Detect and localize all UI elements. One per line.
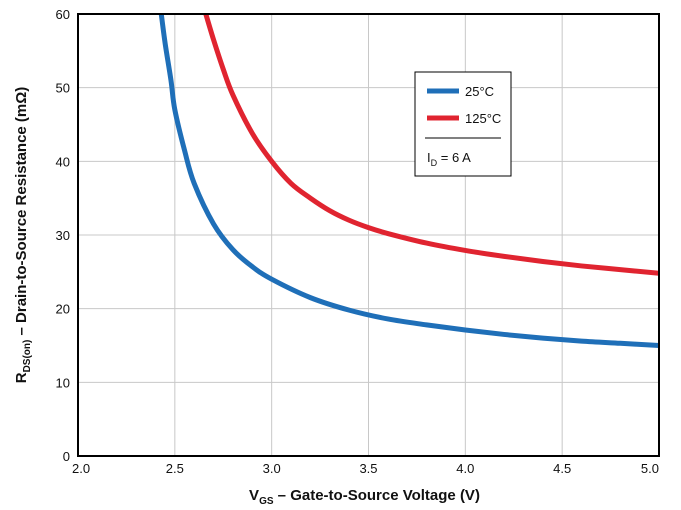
plot-frame [77,13,660,457]
y-tick-label: 0 [63,449,70,464]
x-tick-label: 4.0 [456,461,474,476]
x-tick-label: 3.0 [263,461,281,476]
series-line-125c [203,14,659,276]
x-axis-title: VGS – Gate-to-Source Voltage (V) [249,487,480,507]
y-axis-title: RDS(on) – Drain-to-Source Resistance (mΩ… [13,87,33,384]
y-axis-title-main: R [13,372,30,383]
legend-condition-note: ID = 6 A [427,150,471,168]
y-tick-label: 50 [56,81,70,96]
legend-note-main: I [427,150,431,165]
x-axis-title-sub: GS [259,496,274,507]
legend-note-sub: D [431,158,438,168]
series-line-25c [158,14,659,348]
y-axis-title-sub: DS(on) [22,340,33,373]
x-axis-title-main: V [249,487,259,504]
y-tick-label: 40 [56,154,70,169]
x-tick-label: 2.0 [72,461,90,476]
x-tick-label: 4.5 [553,461,571,476]
series-layer [158,14,659,348]
y-tick-label: 60 [56,7,70,22]
x-tick-label: 5.0 [641,461,659,476]
x-axis-title-rest: – Gate-to-Source Voltage (V) [274,487,480,504]
legend-label-125c: 125°C [465,111,501,126]
legend: 25°C 125°C ID = 6 A [414,71,512,177]
grid [77,13,660,457]
y-tick-label: 20 [56,302,70,317]
x-tick-label: 3.5 [359,461,377,476]
legend-label-25c: 25°C [465,84,494,99]
y-axis-title-rest: – Drain-to-Source Resistance (mΩ) [13,87,30,340]
x-tick-label: 2.5 [166,461,184,476]
x-tick-labels: 2.0 2.5 3.0 3.5 4.0 4.5 5.0 [72,461,659,476]
y-tick-label: 10 [56,375,70,390]
legend-note-rest: = 6 A [437,150,471,165]
y-tick-label: 30 [56,228,70,243]
y-tick-labels: 0 10 20 30 40 50 60 [56,7,70,464]
